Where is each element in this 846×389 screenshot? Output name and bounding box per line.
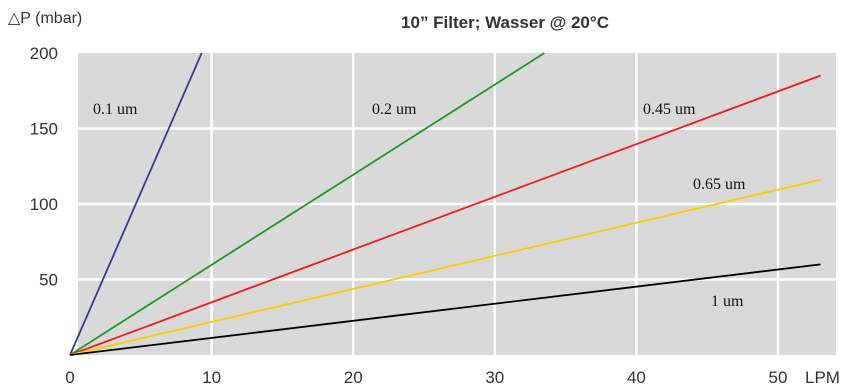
series-label: 1 um [711,293,744,310]
series-label: 0.65 um [693,176,746,193]
y-tick-label: 100 [30,195,58,214]
series-label: 0.2 um [372,101,417,118]
series-line-0-1-um [69,52,203,356]
series-line-1-um [69,263,821,356]
x-tick-label: 10 [202,368,221,387]
series-label: 0.1 um [93,101,138,118]
x-tick-label: 20 [344,368,363,387]
x-axis-unit: LPM [805,368,840,387]
y-tick-label: 150 [30,120,58,139]
series-labels: 0.1 um 0.2 um 0.45 um 0.65 um 1 um [93,101,746,310]
y-axis-label: △P (mbar) [8,10,82,27]
y-tick-label: 50 [39,271,58,290]
grid-lines [78,53,836,355]
chart-title: 10” Filter; Wasser @ 20°C [401,13,609,32]
series-line-0-65-um [69,178,821,356]
tick-labels: 0 10 20 30 40 50 50 100 150 200 [30,44,788,387]
x-tick-label: 0 [65,368,74,387]
y-tick-label: 200 [30,44,58,63]
series-line-0-45-um [69,74,821,356]
x-tick-label: 40 [627,368,646,387]
series-line-0-2-um [69,52,545,356]
series-label: 0.45 um [643,101,696,118]
x-tick-label: 50 [769,368,788,387]
x-tick-label: 30 [485,368,504,387]
series-lines [69,52,821,356]
